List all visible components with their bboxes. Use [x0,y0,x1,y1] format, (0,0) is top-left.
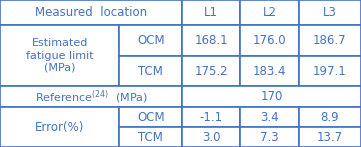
Bar [240,25,299,56]
Text: 7.3: 7.3 [260,131,279,143]
Bar [119,56,182,86]
Text: Error(%): Error(%) [35,121,84,133]
Bar [299,25,361,56]
Text: OCM: OCM [137,111,165,123]
Text: Reference$^{(24)}$  (MPa): Reference$^{(24)}$ (MPa) [35,88,148,106]
Text: Estimated
fatigue limit
(MPa): Estimated fatigue limit (MPa) [26,38,93,73]
Text: TCM: TCM [138,131,163,143]
Text: 176.0: 176.0 [253,34,286,47]
Bar [0,107,119,147]
Bar [0,86,182,107]
Bar [240,56,299,86]
Bar [182,0,240,25]
Bar [119,25,182,56]
Text: L2: L2 [262,6,277,19]
Text: L1: L1 [204,6,218,19]
Bar [299,127,361,147]
Text: 168.1: 168.1 [194,34,228,47]
Bar [182,86,361,107]
Text: 197.1: 197.1 [313,65,347,77]
Text: 13.7: 13.7 [317,131,343,143]
Bar [182,107,240,127]
Bar [240,0,299,25]
Text: 8.9: 8.9 [321,111,339,123]
Bar [0,25,119,86]
Text: 175.2: 175.2 [194,65,228,77]
Bar [119,107,182,127]
Bar [240,127,299,147]
Bar [182,127,240,147]
Text: 3.4: 3.4 [260,111,279,123]
Bar [299,0,361,25]
Text: L3: L3 [323,6,337,19]
Bar [0,0,182,25]
Text: Measured  location: Measured location [35,6,147,19]
Bar [299,56,361,86]
Bar [119,127,182,147]
Bar [240,107,299,127]
Bar [182,25,240,56]
Text: 170: 170 [261,90,283,103]
Text: 3.0: 3.0 [202,131,221,143]
Text: 183.4: 183.4 [253,65,286,77]
Text: 186.7: 186.7 [313,34,347,47]
Bar [299,107,361,127]
Bar [182,56,240,86]
Text: TCM: TCM [138,65,163,77]
Text: -1.1: -1.1 [200,111,223,123]
Text: OCM: OCM [137,34,165,47]
